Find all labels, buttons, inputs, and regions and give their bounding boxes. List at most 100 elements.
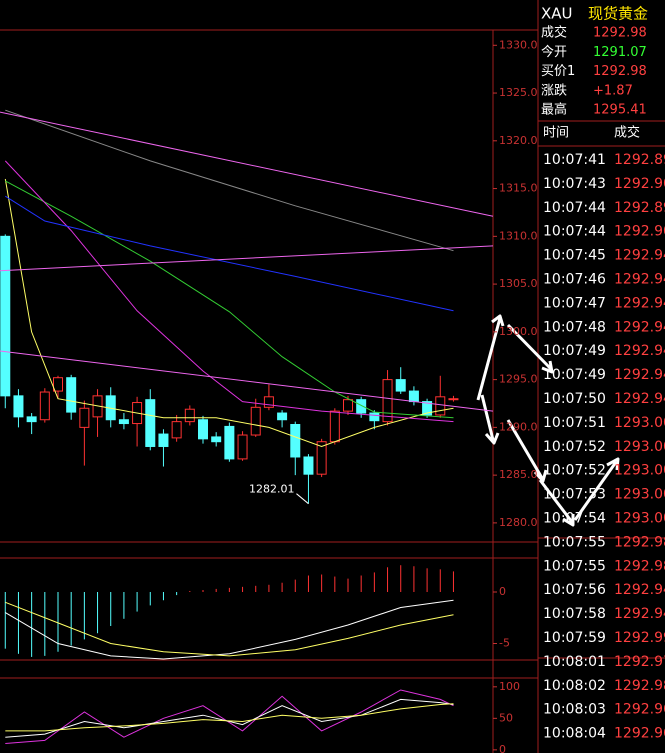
indicator-line: [5, 599, 454, 660]
tick-price: 1293.00: [614, 463, 665, 479]
indicator-line: [0, 350, 494, 412]
candle-body: [118, 419, 129, 425]
tick-price: 1292.94: [614, 272, 665, 288]
indicator-line: [4, 160, 454, 423]
tick-time: 10:07:48: [543, 319, 606, 335]
candle-body: [408, 390, 419, 403]
tick-price: 1292.94: [614, 295, 665, 311]
candle-body: [39, 391, 50, 421]
y-tick-label: 1285.0: [499, 468, 538, 481]
tick-price: 1292.96: [614, 702, 665, 718]
candle-body: [198, 419, 208, 440]
tick-time: 10:07:50: [543, 391, 606, 407]
tick-time: 10:07:56: [543, 582, 606, 598]
tick-time: 10:07:41: [543, 152, 606, 168]
candle-body: [422, 401, 433, 416]
y-tick-label: 1290.0: [499, 420, 538, 433]
tick-time: 10:08:04: [543, 726, 606, 742]
y-tick-label: 100: [499, 680, 520, 693]
tick-price: 1292.94: [614, 319, 665, 335]
tick-time: 10:07:53: [543, 487, 606, 503]
tick-price: 1293.00: [614, 487, 665, 503]
tick-price: 1292.94: [614, 367, 665, 383]
candle-body: [250, 406, 261, 436]
y-tick-label: 1320.0: [499, 134, 538, 147]
tick-time: 10:07:51: [543, 415, 606, 431]
tick-price: 1292.99: [614, 630, 665, 646]
candle-body: [171, 421, 182, 439]
candle-body: [448, 398, 459, 401]
tick-time: 10:07:54: [543, 511, 606, 527]
candle-body: [211, 436, 222, 443]
tick-time: 10:07:49: [543, 367, 606, 383]
field-value: 1292.98: [593, 26, 647, 41]
candle-body: [290, 424, 301, 458]
tick-time: 10:07:55: [543, 558, 606, 574]
y-tick-label: 1325.0: [499, 86, 538, 99]
tick-time: 10:08:01: [543, 654, 606, 670]
y-tick-label: 0: [499, 585, 506, 598]
indicator-line: [5, 109, 454, 252]
field-label: 最高: [541, 102, 567, 118]
tick-time: 10:07:47: [543, 295, 606, 311]
candle-body: [53, 377, 63, 392]
y-tick-label: 0: [499, 743, 506, 753]
instrument-name: 现货黄金: [588, 5, 648, 23]
tick-time: 10:08:02: [543, 678, 606, 694]
tick-price: 1292.94: [614, 343, 665, 359]
tick-time: 10:07:43: [543, 176, 606, 192]
tick-price: 1293.00: [614, 439, 665, 455]
table-header: 成交: [614, 125, 640, 141]
candle-body: [158, 433, 169, 447]
table-header: 时间: [543, 126, 569, 141]
y-tick-label: 1305.0: [499, 277, 538, 290]
indicator-line: [4, 178, 454, 448]
field-label: 买价1: [541, 64, 575, 79]
candle-body: [79, 407, 90, 428]
field-value: +1.87: [593, 83, 633, 98]
tick-price: 1292.90: [614, 176, 665, 192]
tick-time: 10:07:44: [543, 200, 606, 216]
candle-body: [224, 425, 235, 460]
candle-body: [263, 396, 274, 408]
tick-time: 10:07:52: [543, 463, 606, 479]
low-label: 1282.01: [249, 483, 295, 496]
y-tick-label: 1330.0: [499, 38, 538, 51]
indicator-line: [5, 195, 454, 312]
candle-body: [356, 399, 367, 414]
tick-price: 1293.00: [614, 511, 665, 527]
tick-time: 10:07:44: [543, 224, 606, 240]
tick-price: 1292.94: [614, 248, 665, 264]
drawn-arrows: [476, 314, 620, 527]
tick-price: 1292.89: [614, 152, 665, 168]
candle-body: [316, 441, 327, 475]
indicator-line: [5, 703, 454, 732]
field-label: 今开: [541, 44, 567, 60]
tick-price: 1292.90: [614, 224, 665, 240]
candle-body: [277, 412, 288, 421]
field-value: 1295.41: [593, 103, 647, 118]
indicator-line: [5, 689, 454, 744]
field-value: 1291.07: [593, 45, 647, 60]
tick-time: 10:07:55: [543, 534, 606, 550]
candle-body: [382, 379, 393, 423]
tick-time: 10:07:52: [543, 439, 606, 455]
y-tick-label: 1280.0: [499, 516, 538, 529]
candle-body: [26, 416, 37, 423]
y-tick-label: -5: [499, 637, 510, 650]
tick-time: 10:07:59: [543, 630, 606, 646]
tick-price: 1292.97: [614, 654, 665, 670]
tick-price: 1292.98: [614, 558, 665, 574]
tick-time: 10:07:58: [543, 606, 606, 622]
candle-body: [184, 408, 195, 423]
indicator-line: [5, 698, 454, 738]
indicator-line: [0, 111, 494, 217]
candle-body: [66, 377, 77, 413]
y-tick-label: 1300.0: [499, 325, 538, 338]
candle-body: [13, 395, 24, 418]
tick-price: 1292.94: [614, 582, 665, 598]
field-value: 1292.98: [593, 64, 647, 79]
indicator-line: [0, 245, 494, 272]
